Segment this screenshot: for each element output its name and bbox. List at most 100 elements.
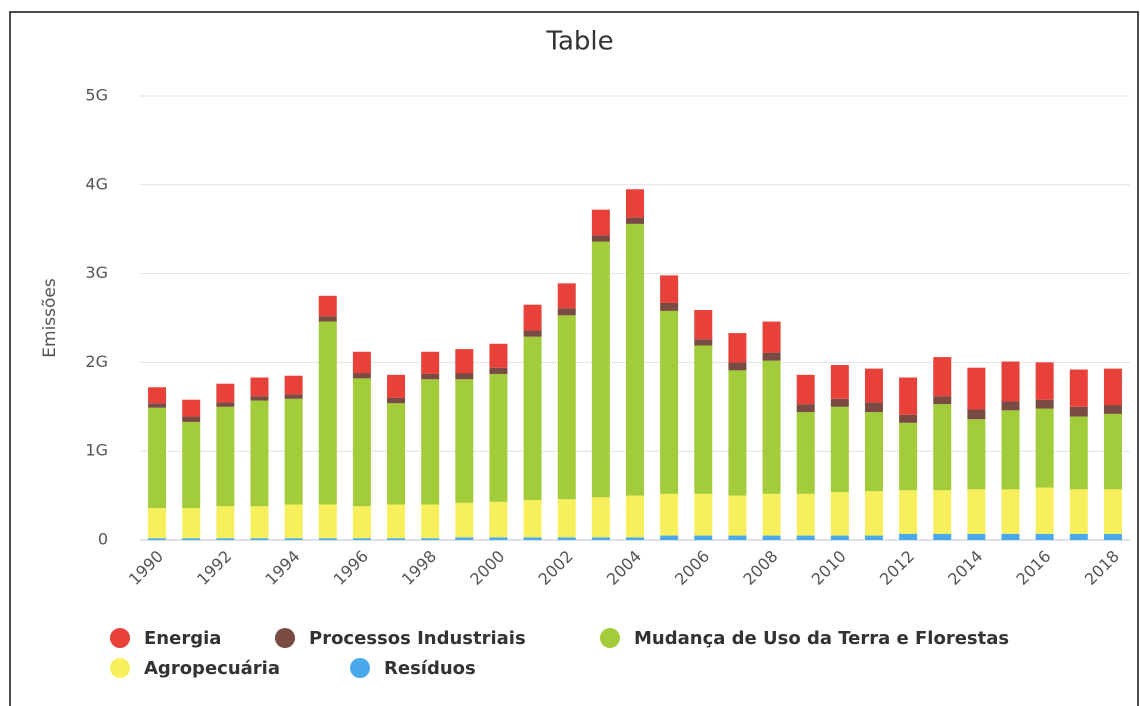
- bar-segment: [1069, 489, 1088, 534]
- bar-segment: [762, 321, 781, 353]
- bar-segment: [864, 491, 883, 536]
- x-tick-label: 2018: [1081, 547, 1123, 589]
- bar-segment: [1069, 406, 1088, 417]
- bar-segment: [694, 339, 713, 346]
- x-tick-label: 2000: [466, 547, 508, 589]
- bar-segment: [284, 504, 303, 539]
- bar-segment: [284, 394, 303, 399]
- bar-segment: [284, 538, 303, 540]
- x-tick-label: 1990: [125, 547, 167, 589]
- legend-label: Energia: [144, 628, 221, 649]
- bar-segment: [626, 217, 644, 224]
- bar-segment: [694, 493, 713, 536]
- bar-segment: [899, 414, 918, 423]
- bar-segment: [626, 495, 644, 538]
- x-tick-label: 1998: [398, 547, 440, 589]
- bar-segment: [216, 406, 235, 507]
- bar-segment: [1103, 405, 1122, 414]
- bar-segment: [762, 352, 781, 361]
- bar-segment: [899, 377, 918, 415]
- bar-segment: [1001, 410, 1020, 490]
- x-tick-label: 2012: [876, 547, 918, 589]
- bar-segment: [148, 407, 167, 509]
- bar-segment: [762, 493, 781, 536]
- bar-segment: [216, 383, 235, 403]
- bar-segment: [284, 398, 303, 505]
- bar-segment: [421, 538, 440, 540]
- bar-segment: [489, 537, 508, 540]
- x-tick-label: 2006: [671, 547, 713, 589]
- bar-segment: [352, 351, 371, 374]
- bar-segment: [1001, 361, 1020, 402]
- bar-segment: [796, 412, 815, 494]
- bar-segment: [626, 223, 644, 496]
- legend-swatch: [110, 628, 130, 648]
- bar-segment: [318, 321, 337, 505]
- legend-swatch: [600, 628, 620, 648]
- bar-segment: [591, 235, 610, 242]
- bar-segment: [796, 404, 815, 413]
- bar-segment: [250, 506, 269, 539]
- bar-segment: [899, 422, 918, 491]
- y-tick-label: 4G: [85, 174, 108, 193]
- bar-segment: [762, 535, 781, 540]
- bar-segment: [148, 387, 167, 404]
- bar-segment: [626, 189, 644, 218]
- legend-swatch: [275, 628, 295, 648]
- bar-segment: [694, 535, 713, 540]
- bar-segment: [455, 349, 474, 374]
- x-tick-label: 1996: [330, 547, 372, 589]
- bar-segment: [182, 399, 201, 417]
- bar-segment: [352, 506, 371, 539]
- bar-segment: [421, 504, 440, 539]
- bar-segment: [455, 373, 474, 380]
- bar-segment: [694, 310, 713, 340]
- bar-segment: [182, 508, 201, 539]
- bar-segment: [523, 304, 542, 331]
- x-tick-label: 1992: [193, 547, 235, 589]
- bar-segment: [830, 492, 849, 536]
- bar-segment: [1001, 401, 1020, 411]
- bar-segment: [318, 295, 337, 317]
- bar-segment: [864, 412, 883, 492]
- bar-segment: [250, 396, 269, 401]
- bar-segment: [933, 490, 952, 534]
- bar-segment: [796, 535, 815, 540]
- legend-label: Processos Industriais: [309, 628, 526, 649]
- bar-segment: [1069, 416, 1088, 490]
- bar-segment: [318, 538, 337, 540]
- chart-title: Table: [545, 27, 613, 57]
- bar-segment: [557, 499, 576, 538]
- bar-segment: [830, 365, 849, 399]
- legend-swatch: [350, 658, 370, 678]
- bar-segment: [557, 308, 576, 316]
- bar-segment: [1103, 413, 1122, 490]
- bar-segment: [557, 283, 576, 309]
- bar-segment: [1035, 399, 1054, 409]
- legend-label: Agropecuária: [144, 658, 280, 679]
- bar-segment: [1035, 362, 1054, 400]
- legend-label: Mudança de Uso da Terra e Florestas: [634, 628, 1009, 649]
- y-axis-label: Emissões: [40, 278, 60, 358]
- bar-segment: [148, 403, 167, 408]
- y-tick-label: 3G: [85, 263, 108, 282]
- legend-swatch: [110, 658, 130, 678]
- bar-segment: [1001, 533, 1020, 540]
- bar-segment: [591, 209, 610, 236]
- bar-segment: [216, 402, 235, 407]
- bar-segment: [387, 504, 406, 539]
- bar-segment: [796, 374, 815, 405]
- y-tick-label: 5G: [85, 86, 108, 105]
- bar-segment: [728, 333, 747, 363]
- bar-segment: [421, 373, 440, 380]
- bar-segment: [182, 416, 201, 422]
- bar-segment: [352, 538, 371, 540]
- bar-segment: [830, 406, 849, 493]
- bar-segment: [796, 493, 815, 536]
- bar-segment: [318, 504, 337, 539]
- bar-segment: [523, 500, 542, 538]
- bar-segment: [1035, 408, 1054, 488]
- bar-segment: [284, 375, 303, 395]
- bar-segment: [967, 489, 986, 534]
